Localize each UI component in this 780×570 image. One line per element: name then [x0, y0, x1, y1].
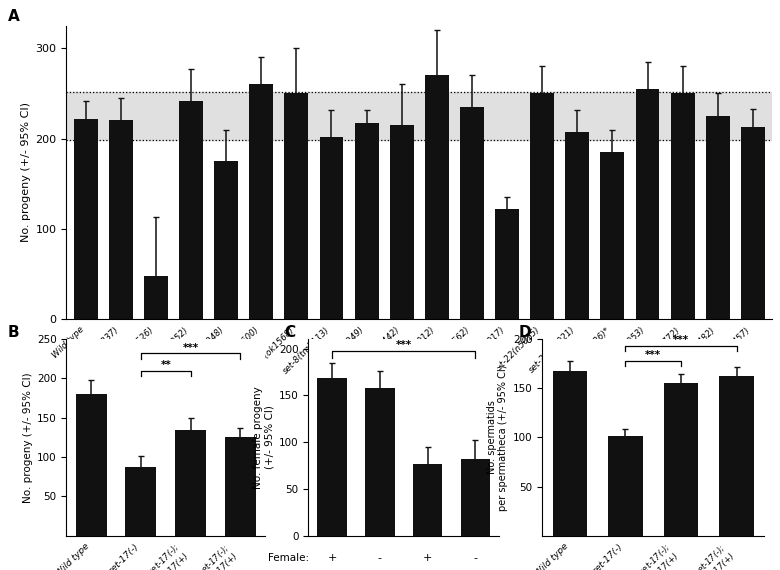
Bar	[601, 152, 624, 319]
Bar	[495, 209, 519, 319]
Text: set-26(tm3526)*: set-26(tm3526)*	[555, 325, 612, 382]
Bar	[741, 127, 765, 319]
Bar	[566, 132, 589, 319]
Text: met-1(n4337): met-1(n4337)	[72, 325, 121, 374]
Text: ***: ***	[645, 350, 661, 360]
Text: set-31(ok1482): set-31(ok1482)	[665, 325, 718, 378]
Text: **: **	[161, 360, 171, 370]
Bar	[176, 430, 206, 536]
Text: -: -	[378, 553, 381, 564]
Bar	[73, 119, 98, 319]
Bar	[126, 467, 156, 536]
Text: $P_{mex-5}$::set-17(-);
set-17(+): $P_{mex-5}$::set-17(-); set-17(+)	[171, 542, 240, 570]
Bar	[425, 75, 448, 319]
Text: +: +	[328, 553, 337, 564]
Text: B: B	[8, 325, 20, 340]
Bar	[553, 370, 587, 536]
Bar	[636, 89, 659, 319]
Bar	[250, 84, 273, 319]
Text: set-28(n4953): set-28(n4953)	[597, 325, 647, 375]
Bar	[413, 464, 442, 536]
Text: C: C	[285, 325, 296, 340]
Text: set-17(n5017): set-17(n5017)	[457, 325, 507, 375]
Text: set-32(ok1457): set-32(ok1457)	[700, 325, 753, 378]
Bar	[225, 438, 256, 536]
Bar	[144, 276, 168, 319]
Bar	[390, 125, 413, 319]
Text: set-9(n4949): set-9(n4949)	[321, 325, 367, 371]
Bar	[108, 120, 133, 319]
Text: $P_{set-17}$::set-17(-);
set-17(+): $P_{set-17}$::set-17(-); set-17(+)	[612, 542, 681, 570]
Bar	[706, 116, 730, 319]
Text: set-29(ok2772): set-29(ok2772)	[629, 325, 682, 378]
Bar	[671, 93, 694, 319]
Text: ***: ***	[395, 340, 412, 351]
Bar	[608, 435, 643, 536]
Bar	[664, 384, 698, 536]
Bar	[365, 388, 395, 536]
Text: set-4(n4600): set-4(n4600)	[215, 325, 261, 371]
Bar	[530, 93, 554, 319]
Bar	[460, 107, 484, 319]
Text: set-8(tm2113): set-8(tm2113)	[281, 325, 332, 376]
Text: $P_{set-17}$::set-17(-);
set-17(+): $P_{set-17}$::set-17(-); set-17(+)	[122, 542, 190, 570]
Text: set-13(n5012): set-13(n5012)	[387, 325, 437, 375]
Text: ***: ***	[183, 343, 199, 352]
Y-axis label: No. progeny (+/- 95% CI): No. progeny (+/- 95% CI)	[21, 103, 31, 242]
Text: set-25(n5021): set-25(n5021)	[527, 325, 577, 375]
Text: -: -	[473, 553, 477, 564]
Text: set-22(n5015): set-22(n5015)	[492, 325, 542, 375]
Text: met-2(n4526): met-2(n4526)	[107, 325, 156, 374]
Text: set-3(n4948): set-3(n4948)	[180, 325, 226, 371]
Text: $P_{mex-5}$::set-17(-);
set-17(+): $P_{mex-5}$::set-17(-); set-17(+)	[668, 542, 736, 570]
Y-axis label: No. spermatids
per spermatheca (+/- 95% CI): No. spermatids per spermatheca (+/- 95% …	[487, 364, 509, 511]
Bar	[460, 459, 490, 536]
Y-axis label: No. female progeny
(+/- 95% CI): No. female progeny (+/- 95% CI)	[253, 386, 275, 489]
Bar	[320, 137, 343, 319]
Text: set-2(ok952): set-2(ok952)	[146, 325, 191, 370]
Text: Wild type: Wild type	[55, 542, 91, 570]
Text: D: D	[519, 325, 531, 340]
Text: set-17(-): set-17(-)	[592, 542, 626, 570]
Bar	[66, 92, 772, 140]
Text: A: A	[8, 9, 20, 23]
Text: Wild type: Wild type	[534, 542, 570, 570]
Bar	[215, 161, 238, 319]
Bar	[76, 394, 107, 536]
Text: Wild type: Wild type	[51, 325, 86, 360]
Bar	[179, 101, 203, 319]
Bar	[355, 123, 378, 319]
Bar	[317, 378, 347, 536]
Text: set-5(ok1568): set-5(ok1568)	[247, 325, 296, 374]
Text: set-12(n4442): set-12(n4442)	[352, 325, 402, 375]
Text: set-14(n5562): set-14(n5562)	[422, 325, 472, 375]
Text: set-17(-): set-17(-)	[107, 542, 141, 570]
Text: Female:: Female:	[268, 553, 309, 564]
Text: +: +	[423, 553, 432, 564]
Bar	[285, 93, 308, 319]
Text: ***: ***	[673, 335, 689, 345]
Bar	[719, 376, 753, 536]
Y-axis label: No. progeny (+/- 95% CI): No. progeny (+/- 95% CI)	[23, 372, 33, 503]
